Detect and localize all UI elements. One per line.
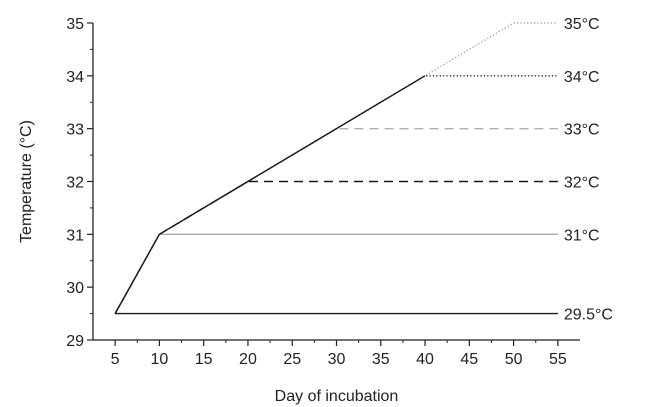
series-line-31c — [114, 233, 558, 314]
x-tick-label: 50 — [505, 351, 523, 368]
x-tick-label: 55 — [549, 351, 567, 368]
y-tick-label: 29 — [66, 333, 84, 350]
series-end-label: 32°C — [564, 175, 600, 192]
x-tick-label: 10 — [151, 351, 169, 368]
series-end-label: 31°C — [564, 227, 600, 244]
x-tick-label: 35 — [372, 351, 390, 368]
series-layer — [114, 22, 558, 315]
series-labels: 29.5°C 31°C 32°C 33°C 34°C 35°C — [564, 16, 613, 324]
series-line-32c — [114, 180, 558, 314]
series-line-34c — [114, 75, 558, 314]
series-end-label: 29.5°C — [564, 307, 613, 324]
shared-ramp-line — [114, 75, 426, 314]
x-tick-label: 15 — [195, 351, 213, 368]
y-tick-label: 31 — [66, 227, 84, 244]
series-line-35c — [114, 22, 558, 314]
x-tick-label: 20 — [239, 351, 257, 368]
x-tick-label: 30 — [328, 351, 346, 368]
series-end-label: 34°C — [564, 69, 600, 86]
series-end-label: 35°C — [564, 16, 600, 33]
y-tick-label: 34 — [66, 69, 84, 86]
axes: 5 10 15 20 25 30 35 40 45 50 55 29 30 31 32 33 34 35 — [66, 16, 580, 368]
y-tick-label: 33 — [66, 122, 84, 139]
x-tick-label: 40 — [416, 351, 434, 368]
x-tick-label: 25 — [283, 351, 301, 368]
y-tick-label: 32 — [66, 175, 84, 192]
series-end-label: 33°C — [564, 122, 600, 139]
y-axis-title: Temperature (°C) — [18, 120, 35, 243]
x-tick-label: 45 — [460, 351, 478, 368]
y-tick-label: 35 — [66, 16, 84, 33]
x-axis-title: Day of incubation — [275, 388, 399, 405]
x-tick-label: 5 — [111, 351, 120, 368]
y-tick-label: 30 — [66, 280, 84, 297]
